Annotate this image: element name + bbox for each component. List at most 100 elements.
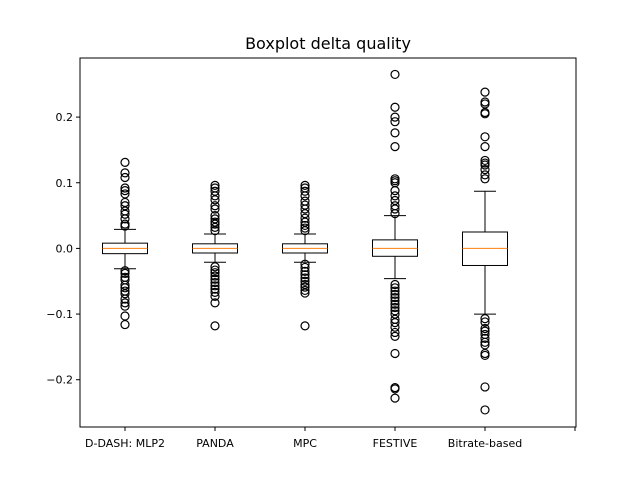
outlier-point (120, 294, 130, 304)
outlier-point (210, 226, 220, 236)
outlier-point (390, 289, 400, 299)
outlier-point (300, 191, 310, 201)
outlier-point (120, 186, 130, 196)
outlier-point (210, 287, 220, 298)
x-tick-label: Bitrate-based (448, 437, 522, 450)
outlier-point (300, 270, 310, 280)
outlier-point (390, 384, 400, 394)
outlier-point (480, 314, 490, 324)
outlier-point (210, 291, 220, 301)
outlier-point (390, 112, 400, 122)
x-tick-label: MPC (293, 437, 317, 450)
outlier-point (390, 128, 400, 138)
outlier-point (480, 174, 490, 184)
outlier-point (390, 393, 400, 403)
outlier-point (210, 271, 220, 281)
outlier-point (210, 284, 220, 294)
chart-title: Boxplot delta quality (245, 34, 411, 53)
outlier-point (210, 222, 220, 232)
outlier-point (300, 262, 310, 273)
outlier-point (300, 180, 310, 190)
outlier-point (210, 191, 220, 201)
outlier-point (300, 213, 310, 223)
outlier-point (390, 102, 400, 112)
outlier-point (480, 132, 490, 142)
outlier-point (300, 259, 310, 269)
outlier-point (210, 195, 220, 205)
outlier-point (210, 201, 220, 211)
outlier-point (120, 268, 130, 278)
outlier-point (480, 317, 490, 327)
outlier-point (480, 170, 490, 180)
outlier-point (390, 286, 400, 296)
outlier-point (120, 311, 130, 321)
outlier-point (300, 226, 310, 236)
outlier-point (210, 180, 220, 190)
outlier-point (480, 326, 490, 336)
outlier-point (390, 209, 400, 219)
outlier-point (120, 168, 130, 178)
outlier-point (480, 382, 490, 392)
outlier-point (120, 283, 130, 293)
outlier-point (120, 289, 130, 299)
y-tick-label: 0.2 (56, 111, 74, 124)
outlier-point (120, 301, 130, 311)
outlier-point (390, 322, 400, 332)
outlier-point (210, 281, 220, 291)
outlier-point (480, 109, 490, 119)
x-tick-label: D-DASH: MLP2 (85, 437, 165, 450)
y-tick-label: −0.2 (46, 374, 73, 387)
outlier-point (390, 204, 400, 214)
axes-frame (79, 57, 577, 428)
outlier-point (390, 299, 400, 309)
outlier-point (390, 318, 400, 328)
outlier-point (300, 321, 310, 331)
outlier-point (390, 283, 400, 293)
outlier-point (300, 204, 310, 214)
outlier-point (120, 298, 130, 308)
outlier-point (390, 117, 400, 127)
outlier-point (390, 142, 400, 152)
outlier-point (390, 191, 400, 201)
outlier-point (210, 298, 220, 308)
outlier-point (480, 337, 490, 347)
outlier-point (300, 186, 310, 196)
outlier-point (480, 165, 490, 175)
outlier-point (390, 331, 400, 341)
outlier-point (480, 323, 490, 334)
outlier-point (120, 221, 130, 231)
y-tick-label: −0.1 (46, 308, 73, 321)
outlier-point (480, 142, 490, 152)
outlier-point (120, 183, 130, 193)
outlier-point (390, 302, 400, 313)
y-tick-label: 0.0 (56, 242, 74, 255)
outlier-point (210, 277, 220, 288)
outlier-point (210, 265, 220, 275)
outlier-point (480, 87, 490, 97)
plot-area: −0.2 −0.1 0.0 0.1 0.2 D-DASH: MLP2 PANDA MPC FES… (46, 69, 576, 450)
outlier-point (300, 266, 310, 276)
outlier-point (120, 319, 130, 330)
outlier-point (390, 279, 400, 290)
outlier-point (300, 276, 310, 286)
outlier-point (480, 350, 490, 361)
outlier-point (120, 172, 130, 183)
outlier-point (390, 186, 400, 196)
outlier-point (390, 296, 400, 306)
outlier-point (300, 285, 310, 296)
outlier-point (210, 268, 220, 278)
x-tick-label: FESTIVE (373, 437, 418, 450)
outlier-point (210, 262, 220, 272)
outlier-point (390, 327, 400, 338)
outlier-point (210, 219, 220, 229)
outlier-point (210, 274, 220, 284)
outlier-point (120, 209, 130, 219)
outlier-point (120, 157, 130, 167)
outlier-point (390, 293, 400, 303)
outlier-point (390, 348, 400, 359)
outlier-point (390, 69, 400, 80)
outlier-point (480, 405, 490, 415)
outlier-point (120, 214, 130, 224)
x-tick-label: PANDA (196, 437, 234, 450)
y-tick-label: 0.1 (56, 177, 74, 190)
